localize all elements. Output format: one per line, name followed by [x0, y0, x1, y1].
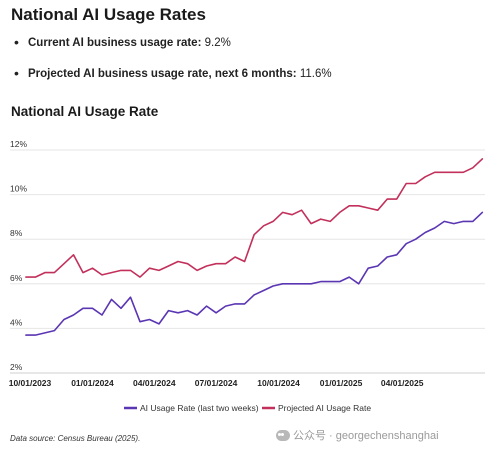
- bullet-projected-label: Projected AI business usage rate, next 6…: [28, 68, 297, 80]
- bullet-current-rate: Current AI business usage rate: 9.2%: [14, 35, 231, 50]
- bullet-current-label: Current AI business usage rate:: [28, 37, 202, 49]
- series-line-ai-usage: [25, 211, 484, 336]
- watermark: 公众号 · georgechenshanghai: [276, 427, 439, 443]
- watermark-text: 公众号 · georgechenshanghai: [293, 430, 439, 442]
- y-tick-label: 6%: [10, 273, 23, 283]
- series-line-projected-usage: [25, 158, 484, 278]
- legend-label: Projected AI Usage Rate: [278, 403, 371, 413]
- x-tick-label: 04/01/2024: [133, 378, 176, 388]
- bullet-projected-rate: Projected AI business usage rate, next 6…: [14, 66, 332, 81]
- bullet-current-value: 9.2%: [204, 37, 231, 49]
- x-tick-label: 04/01/2025: [381, 378, 424, 388]
- x-tick-label: 01/01/2025: [320, 378, 363, 388]
- y-tick-label: 12%: [10, 139, 27, 149]
- data-source-note: Data source: Census Bureau (2025).: [10, 434, 141, 443]
- x-tick-label: 07/01/2024: [195, 378, 238, 388]
- x-tick-label: 10/01/2023: [9, 378, 52, 388]
- x-tick-label: 01/01/2024: [71, 378, 114, 388]
- legend-label: AI Usage Rate (last two weeks): [140, 403, 259, 413]
- y-tick-label: 4%: [10, 317, 23, 327]
- page-title: National AI Usage Rates: [11, 5, 206, 24]
- chart-title: National AI Usage Rate: [11, 104, 159, 119]
- x-tick-label: 10/01/2024: [257, 378, 300, 388]
- bullet-projected-value: 11.6%: [299, 68, 332, 80]
- y-tick-label: 8%: [10, 228, 23, 238]
- y-tick-label: 2%: [10, 362, 23, 372]
- y-tick-label: 10%: [10, 184, 27, 194]
- wechat-icon: [276, 429, 290, 441]
